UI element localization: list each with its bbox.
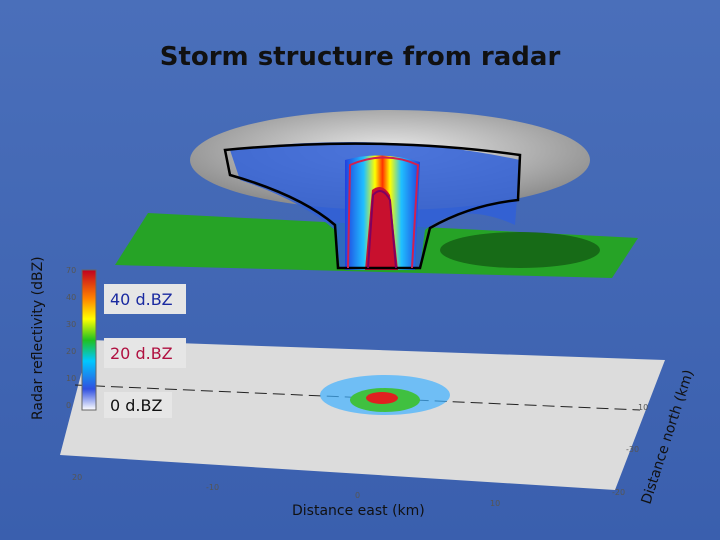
legend-label: 0 d.BZ bbox=[110, 396, 162, 415]
colorbar-tick: 30 bbox=[66, 320, 76, 329]
title: Storm structure from radar bbox=[160, 42, 561, 72]
colorbar-tick: 20 bbox=[66, 347, 76, 356]
shadow bbox=[440, 232, 600, 268]
legend-box bbox=[104, 392, 172, 418]
x-tick: -10 bbox=[206, 483, 219, 492]
x-tick: 10 bbox=[490, 499, 500, 508]
contour-20 bbox=[347, 156, 420, 269]
colorbar-tick: 0 bbox=[66, 401, 71, 410]
y-tick: 10 bbox=[638, 403, 648, 412]
x-tick: 0 bbox=[355, 491, 360, 500]
contour-40 bbox=[367, 190, 397, 269]
x-tick: 20 bbox=[72, 473, 82, 482]
legend-label: 40 d.BZ bbox=[110, 290, 173, 309]
colorbar-label: Radar reflectivity (dBZ) bbox=[30, 256, 46, 420]
colorbar bbox=[81, 269, 97, 411]
footprint-core bbox=[366, 392, 398, 404]
contour-0 bbox=[223, 142, 522, 270]
legend-box bbox=[104, 284, 186, 314]
x-axis-label: Distance east (km) bbox=[292, 503, 425, 519]
y-tick: -30 bbox=[626, 445, 639, 454]
colorbar-tick: 10 bbox=[66, 374, 76, 383]
gray-plane bbox=[60, 340, 665, 490]
dashed-line bbox=[74, 384, 641, 411]
legend-box bbox=[104, 338, 186, 368]
y-tick: -20 bbox=[612, 488, 625, 497]
legend-label: 20 d.BZ bbox=[110, 344, 173, 363]
colorbar-tick: 40 bbox=[66, 293, 76, 302]
colorbar-tick: 70 bbox=[66, 266, 76, 275]
